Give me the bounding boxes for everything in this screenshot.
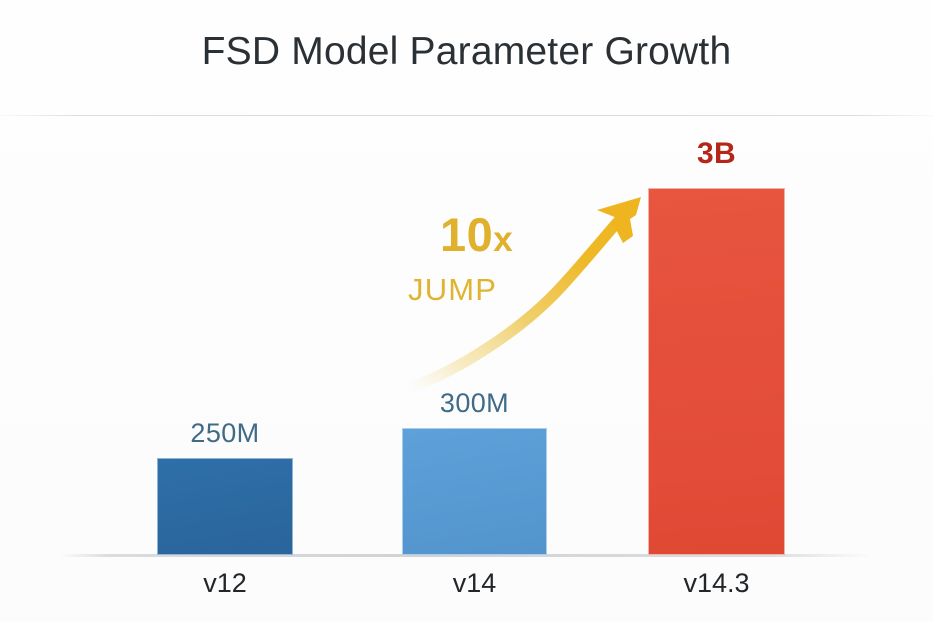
annotation-multiplier: 10x xyxy=(440,207,513,262)
annotation-caption: JUMP xyxy=(408,272,498,307)
bar-v12[interactable] xyxy=(157,458,293,555)
title-divider xyxy=(0,115,933,116)
x-tick-label-v14-3: v14.3 xyxy=(683,568,750,598)
bar-v14-3[interactable] xyxy=(648,188,785,555)
x-axis-baseline xyxy=(60,554,872,557)
chart-title: FSD Model Parameter Growth xyxy=(201,30,732,73)
annotation-multiplier-suffix: x xyxy=(493,220,514,259)
bar-value-label-v12: 250M xyxy=(190,418,260,448)
x-tick-label-v14: v14 xyxy=(452,568,497,598)
x-tick-label-v12: v12 xyxy=(203,568,247,598)
annotation-multiplier-value: 10 xyxy=(440,208,494,261)
bar-v14[interactable] xyxy=(402,428,547,555)
bar-value-label-v14-3: 3B xyxy=(697,137,736,170)
bar-value-label-v14: 300M xyxy=(439,388,510,418)
